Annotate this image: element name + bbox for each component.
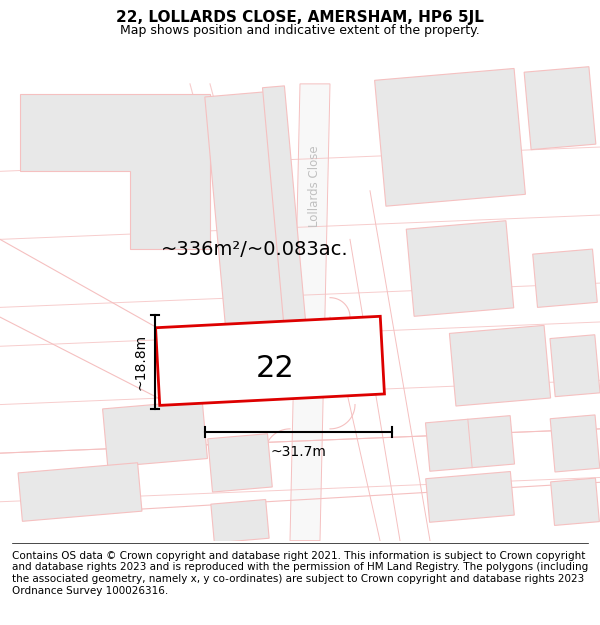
Text: Map shows position and indicative extent of the property.: Map shows position and indicative extent… bbox=[120, 24, 480, 37]
Text: 22: 22 bbox=[256, 354, 295, 383]
Text: 22, LOLLARDS CLOSE, AMERSHAM, HP6 5JL: 22, LOLLARDS CLOSE, AMERSHAM, HP6 5JL bbox=[116, 10, 484, 25]
Text: Contains OS data © Crown copyright and database right 2021. This information is : Contains OS data © Crown copyright and d… bbox=[12, 551, 588, 596]
Polygon shape bbox=[290, 84, 330, 541]
Polygon shape bbox=[155, 316, 385, 406]
Text: ~31.7m: ~31.7m bbox=[271, 446, 326, 459]
Polygon shape bbox=[550, 415, 600, 472]
Text: ~336m²/~0.083ac.: ~336m²/~0.083ac. bbox=[161, 239, 349, 259]
Polygon shape bbox=[524, 67, 596, 149]
Polygon shape bbox=[533, 249, 597, 308]
Polygon shape bbox=[262, 86, 308, 344]
Polygon shape bbox=[406, 221, 514, 316]
Polygon shape bbox=[211, 499, 269, 543]
Polygon shape bbox=[425, 416, 515, 471]
Polygon shape bbox=[550, 335, 600, 397]
Polygon shape bbox=[103, 401, 208, 467]
Polygon shape bbox=[208, 434, 272, 492]
Text: ~18.8m: ~18.8m bbox=[133, 334, 147, 391]
Polygon shape bbox=[374, 69, 526, 206]
Polygon shape bbox=[18, 462, 142, 521]
Polygon shape bbox=[449, 326, 551, 406]
Text: Lollards Close: Lollards Close bbox=[308, 145, 322, 227]
Polygon shape bbox=[20, 94, 210, 249]
Polygon shape bbox=[205, 91, 295, 349]
Polygon shape bbox=[551, 478, 599, 526]
Polygon shape bbox=[426, 471, 514, 522]
